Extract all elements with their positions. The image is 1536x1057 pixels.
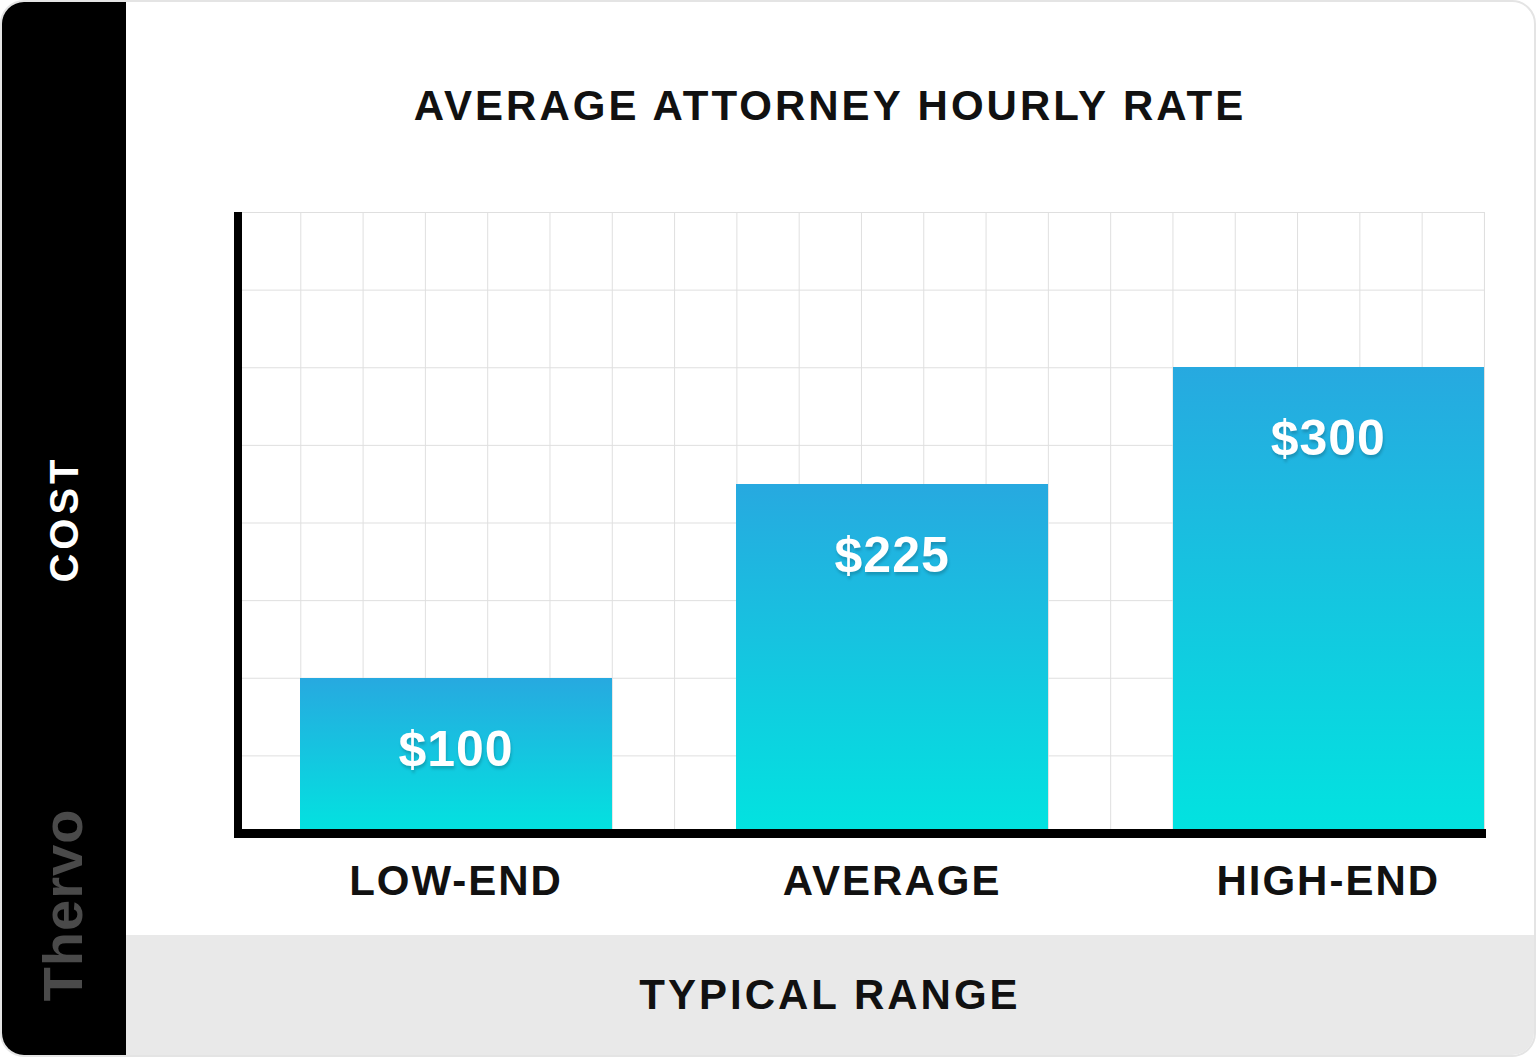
x-axis-line — [234, 829, 1486, 838]
plot-area: $100 $225 $300 — [238, 212, 1485, 833]
bar-value-label: $300 — [1173, 409, 1485, 467]
infographic-card: COST Thervo AVERAGE ATTORNEY HOURLY RATE… — [0, 0, 1536, 1057]
footer-band: TYPICAL RANGE — [126, 935, 1534, 1055]
chart-title: AVERAGE ATTORNEY HOURLY RATE — [126, 82, 1534, 130]
bar-low-end: $100 — [300, 678, 612, 833]
x-axis-title: TYPICAL RANGE — [639, 971, 1020, 1019]
bar-value-label: $100 — [300, 720, 612, 778]
y-axis-line — [234, 212, 242, 838]
x-axis-label-average: AVERAGE — [783, 857, 1002, 905]
x-axis-labels: LOW-END AVERAGE HIGH-END — [2, 857, 1534, 907]
bar-value-label: $225 — [736, 526, 1048, 584]
x-axis-label-low-end: LOW-END — [349, 857, 563, 905]
y-axis-title: COST — [42, 455, 87, 582]
x-axis-label-high-end: HIGH-END — [1216, 857, 1440, 905]
bar-high-end: $300 — [1173, 367, 1485, 833]
bar-average: $225 — [736, 484, 1048, 833]
